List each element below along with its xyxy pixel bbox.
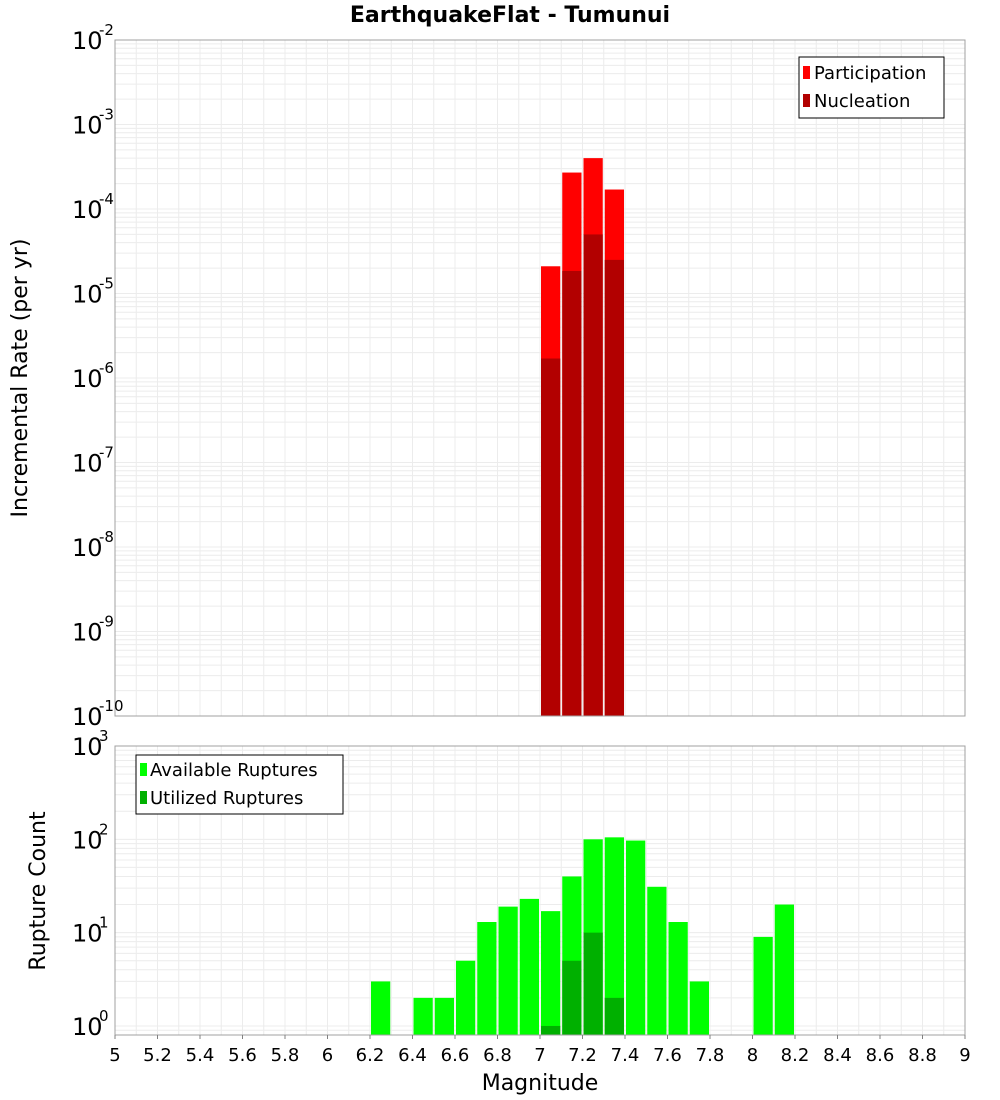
count-y-tick-base: 10 [72,920,103,948]
rate-y-tick-exponent: -4 [99,190,114,208]
x-tick-label: 8 [747,1045,758,1066]
magnitude-x-axis-label: Magnitude [482,1071,599,1096]
x-tick-label: 7.4 [611,1045,640,1066]
x-tick-label: 7 [534,1045,545,1066]
available-ruptures-bar [647,886,667,1035]
rate-plot-frame [114,39,966,717]
utilized-ruptures-bar [541,1025,561,1035]
rate-y-tick-exponent: -8 [99,528,114,546]
available-ruptures-bar [434,997,454,1035]
nucleation-bar [562,270,582,716]
rate-y-tick-base: 10 [72,112,103,140]
x-tick-label: 6.2 [356,1045,385,1066]
available-ruptures-bar [668,922,688,1035]
count-bars [371,837,794,1035]
rate-y-tick-base: 10 [72,703,103,731]
available-legend-label: Available Ruptures [150,760,318,781]
available-ruptures-bar [456,960,476,1035]
available-ruptures-bar [626,840,646,1035]
count-legend: Available Ruptures Utilized Ruptures [135,754,344,815]
chart-title: EarthquakeFlat - Tumunui [350,3,670,28]
available-ruptures-bar [774,904,794,1035]
utilized-ruptures-bar [604,997,624,1035]
rate-y-tick-exponent: -6 [99,359,114,377]
x-tick-label: 5.8 [271,1045,300,1066]
nucleation-legend-swatch [803,94,810,107]
x-tick-label: 5.2 [143,1045,172,1066]
rate-y-tick-exponent: -9 [99,613,114,631]
nucleation-bar [604,259,624,716]
count-y-tick-base: 10 [72,826,103,854]
available-legend-swatch [140,763,147,776]
x-tick-label: 6 [322,1045,333,1066]
rate-y-tick-exponent: -3 [99,106,114,124]
x-tick-label: 8.8 [908,1045,937,1066]
utilized-ruptures-bar [562,960,582,1035]
rate-grid [114,40,966,717]
count-y-tick-exponent: 1 [99,914,109,932]
available-ruptures-bar [753,936,773,1035]
x-tick-label: 8.4 [823,1045,852,1066]
x-tick-label: 7.8 [696,1045,725,1066]
nucleation-bar [541,358,561,716]
rate-legend: Participation Nucleation [798,56,945,119]
available-ruptures-bar [604,837,624,1035]
rate-y-tick-exponent: -10 [99,697,124,715]
available-ruptures-bar [689,981,709,1035]
participation-legend-swatch [803,66,810,79]
nucleation-bar [583,234,603,717]
x-tick-label: 7.2 [568,1045,597,1066]
available-ruptures-bar [541,911,561,1035]
magnitude-x-ticks: 5 5.2 5.4 5.6 5.8 6 6.2 6.4 6.6 6.8 7 7.2 7.4 7.6 7.8 8… [109,1035,971,1066]
rate-y-tick-exponent: -7 [99,444,114,462]
available-ruptures-bar [413,997,433,1035]
x-tick-label: 6.8 [483,1045,512,1066]
rate-y-tick-exponent: -2 [99,21,114,39]
x-tick-label: 8.2 [781,1045,810,1066]
x-tick-label: 6.4 [398,1045,427,1066]
available-ruptures-bar [519,898,539,1035]
participation-legend-label: Participation [814,63,926,84]
rate-y-tick-base: 10 [72,450,103,478]
rate-y-tick-base: 10 [72,619,103,647]
x-tick-label: 5.4 [186,1045,215,1066]
count-y-tick-base: 10 [72,733,103,761]
utilized-ruptures-bar [583,932,603,1035]
available-ruptures-bar [371,981,391,1035]
x-tick-label: 5.6 [228,1045,257,1066]
rate-y-tick-base: 10 [72,196,103,224]
count-y-tick-base: 10 [72,1013,103,1041]
x-tick-label: 7.6 [653,1045,682,1066]
rate-legend-box [798,56,945,119]
rate-y-tick-base: 10 [72,27,103,55]
rate-y-tick-base: 10 [72,281,103,309]
count-y-tick-exponent: 3 [99,727,109,745]
count-y-axis-label: Rupture Count [26,811,51,971]
rate-y-axis-label: Incremental Rate (per yr) [8,239,33,518]
rate-bars [541,158,624,717]
x-tick-label: 8.6 [866,1045,895,1066]
rate-y-tick-exponent: -5 [99,275,114,293]
rate-y-tick-base: 10 [72,534,103,562]
nucleation-legend-label: Nucleation [814,91,910,112]
utilized-legend-label: Utilized Ruptures [150,788,303,809]
available-ruptures-bar [498,906,518,1035]
available-ruptures-bar [477,922,497,1035]
rate-y-tick-base: 10 [72,365,103,393]
count-y-tick-exponent: 0 [99,1007,109,1025]
count-legend-box [135,754,344,815]
x-tick-label: 5 [109,1045,120,1066]
x-tick-label: 6.6 [441,1045,470,1066]
utilized-legend-swatch [140,791,147,804]
x-tick-label: 9 [959,1045,970,1066]
count-y-tick-exponent: 2 [99,820,109,838]
